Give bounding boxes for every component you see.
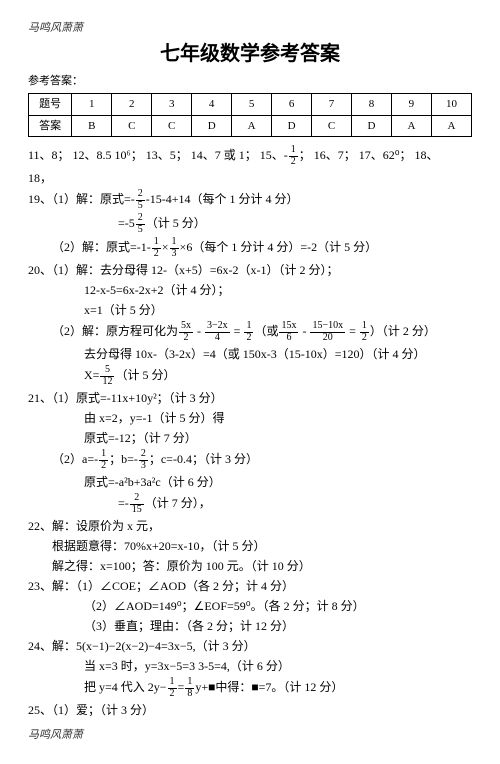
q25: 25、（1）爱；（计 3 分） — [28, 701, 472, 719]
header-label: 题号 — [29, 94, 72, 116]
q22-b: 根据题意得：70%x+20=x-10，（计 5 分） — [28, 537, 472, 555]
q20-2: （2）解：原方程可化为5x2 - 3−2x4 = 12（或15x6 - 15−1… — [28, 321, 472, 343]
q21-2: （2）a=-12；b=-23；c=-0.4；（计 3 分） — [28, 449, 472, 471]
q21-2c: =-215（计 7 分）， — [28, 493, 472, 515]
q11-18: 11、8； 12、8.5 10⁶； 13、5； 14、7 或 1； 15、-12… — [28, 145, 472, 167]
page-title: 七年级数学参考答案 — [28, 39, 472, 69]
q23-b: （2）∠AOD=149⁰；∠EOF=59⁰。（各 2 分；计 8 分） — [28, 597, 472, 615]
q21-1: 21、（1）原式=-11x+10y²；（计 3 分） — [28, 389, 472, 407]
q19-1b: =-525（计 5 分） — [28, 213, 472, 235]
q20-1c: x=1（计 5 分） — [28, 301, 472, 319]
q18-end: 18， — [28, 169, 472, 187]
q22-c: 解之得：x=100；答：原价为 100 元。（计 10 分） — [28, 557, 472, 575]
answer-table: 题号 1 2 3 4 5 6 7 8 9 10 答案 B C C D A D C… — [28, 93, 472, 137]
q24-b: 当 x=3 时，y=3x−5=3 3-5=4,（计 6 分） — [28, 657, 472, 675]
q20-1: 20、（1）解：去分母得 12-（x+5）=6x-2（x-1）（计 2 分）； — [28, 261, 472, 279]
q24-a: 24、解：5(x−1)−2(x−2)−4=3x−5,（计 3 分） — [28, 637, 472, 655]
subhead: 参考答案： — [28, 73, 472, 90]
table-row: 答案 B C C D A D C D A A — [29, 115, 472, 137]
q19-1: 19、（1）解：原式=-25-15-4+14（每个 1 分计 4 分） — [28, 189, 472, 211]
table-row: 题号 1 2 3 4 5 6 7 8 9 10 — [29, 94, 472, 116]
watermark-bottom: 马鸣风萧萧 — [28, 727, 472, 744]
q21-1c: 原式=-12；（计 7 分） — [28, 429, 472, 447]
q23-c: （3）垂直；理由：（各 2 分；计 12 分） — [28, 617, 472, 635]
q21-1b: 由 x=2，y=-1（计 5 分）得 — [28, 409, 472, 427]
q20-2c: X=512（计 5 分） — [28, 365, 472, 387]
q23-a: 23、解：（1）∠COE；∠AOD（各 2 分；计 4 分） — [28, 577, 472, 595]
q21-2b: 原式=-a²b+3a²c（计 6 分） — [28, 473, 472, 491]
q20-2b: 去分母得 10x-（3-2x）=4（或 150x-3（15-10x）=120）（… — [28, 345, 472, 363]
q22-a: 22、解：设原价为 x 元， — [28, 517, 472, 535]
watermark-top: 马鸣风萧萧 — [28, 20, 472, 37]
q19-2: （2）解：原式=-1-12×13×6（每个 1 分计 4 分）=-2（计 5 分… — [28, 237, 472, 259]
q20-1b: 12-x-5=6x-2x+2（计 4 分）； — [28, 281, 472, 299]
q24-c: 把 y=4 代入 2y−12=18y+■中得：■=7。（计 12 分） — [28, 677, 472, 699]
answer-label: 答案 — [29, 115, 72, 137]
